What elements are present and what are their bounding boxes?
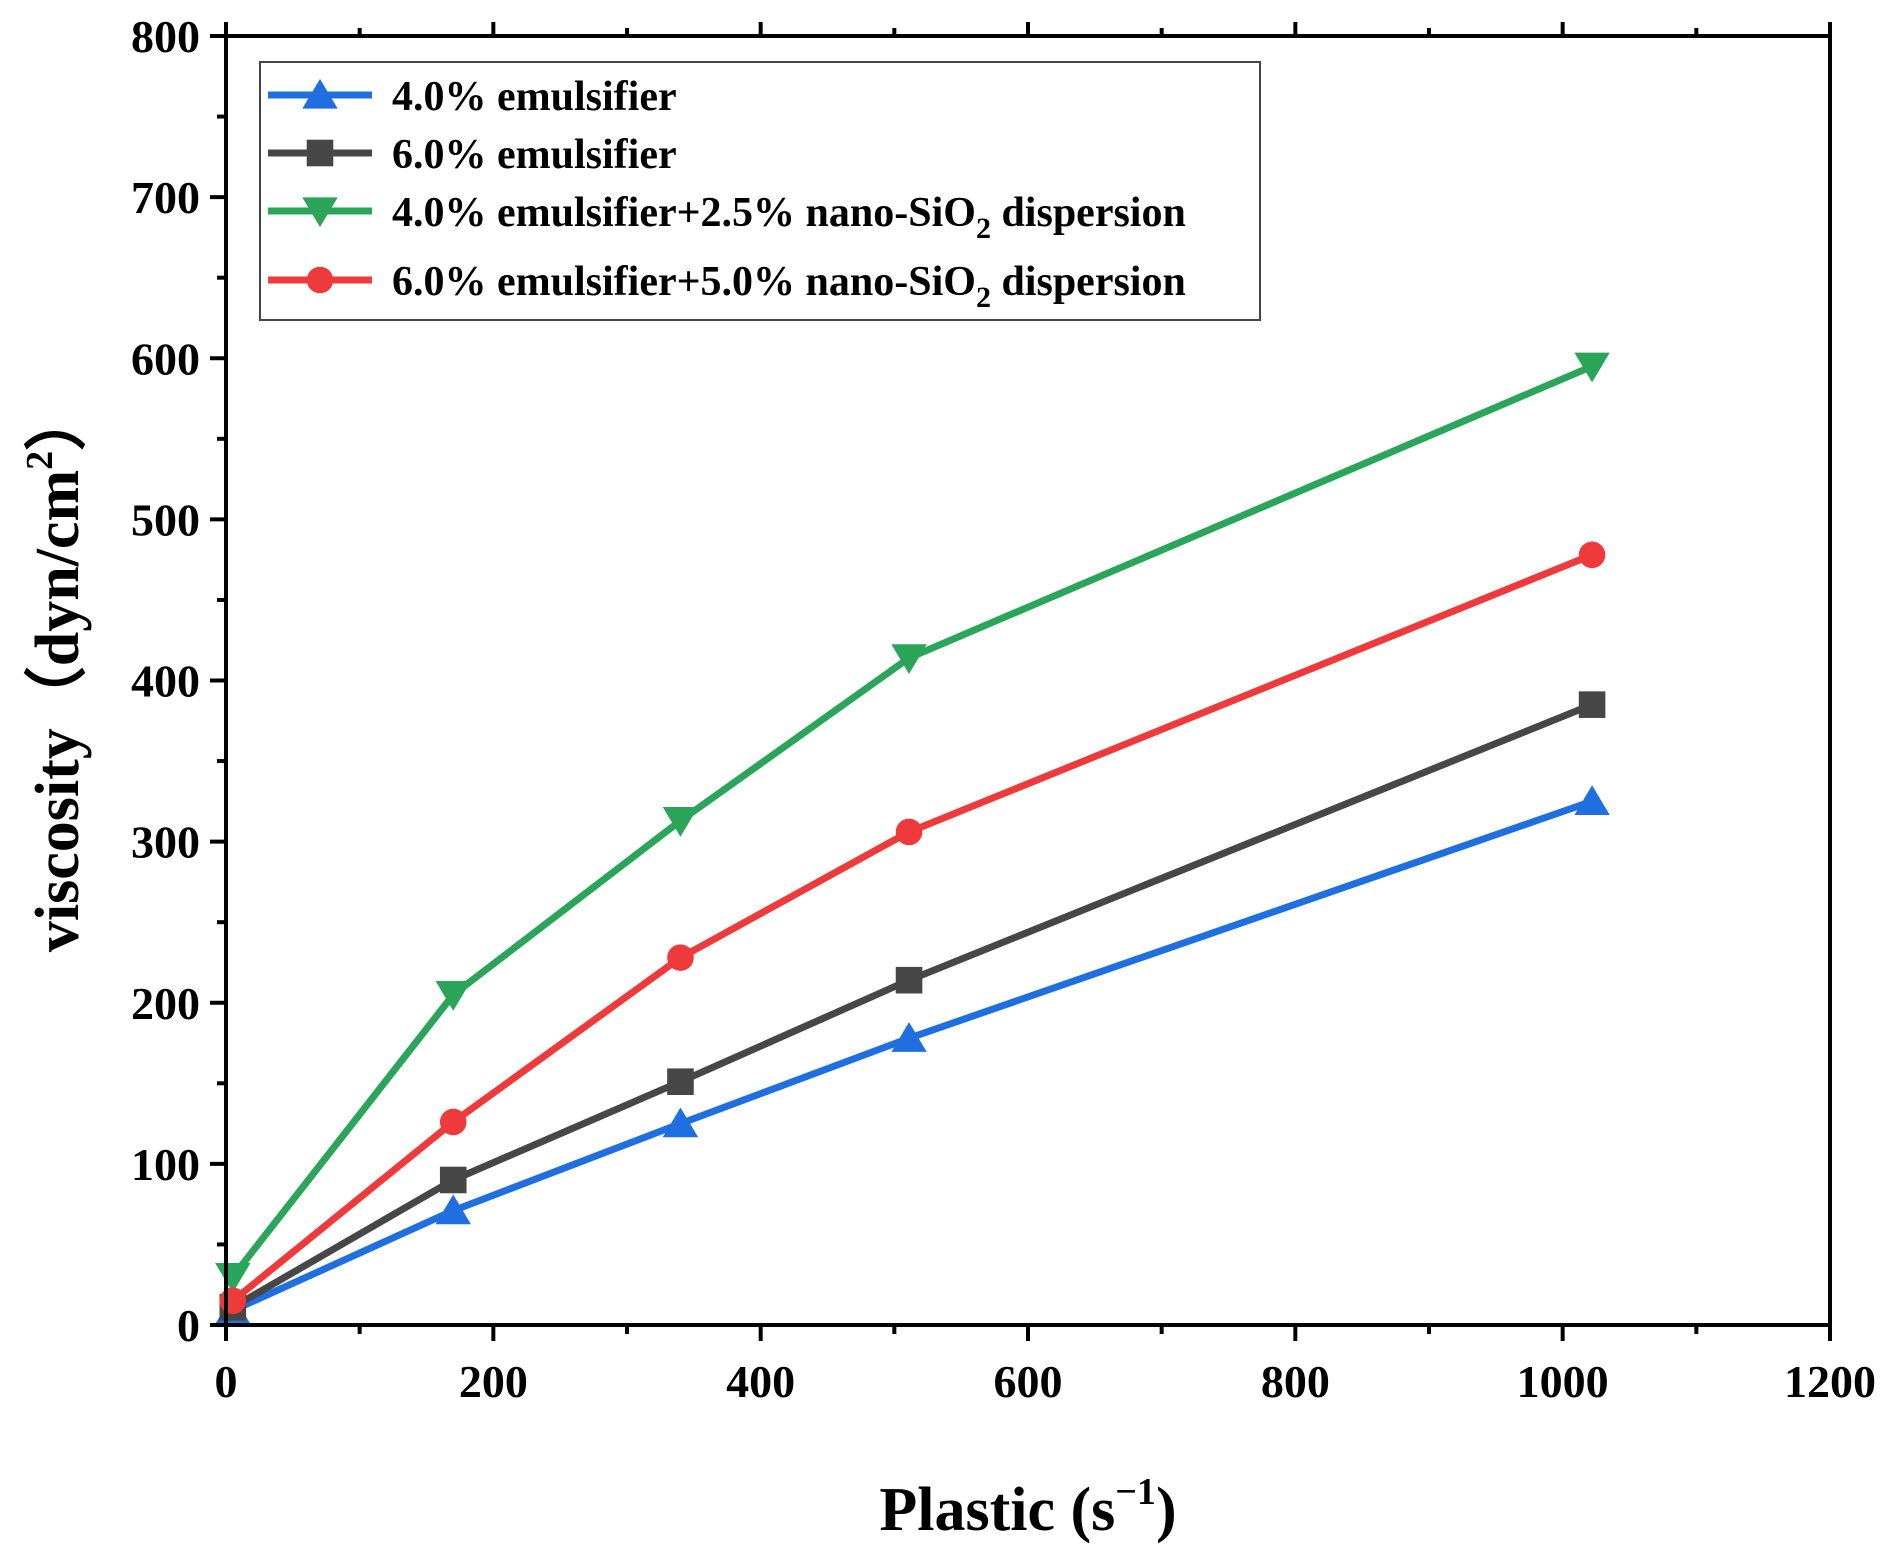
data-point xyxy=(662,806,699,837)
series-line xyxy=(231,798,1594,1314)
y-tick-label: 500 xyxy=(131,494,200,545)
series-3 xyxy=(215,352,1610,1293)
y-axis-title-sup: 2 xyxy=(19,451,61,470)
data-point xyxy=(435,1194,471,1225)
data-point xyxy=(439,1108,467,1136)
data-point xyxy=(895,966,923,994)
x-axis-title: Plastic (s−1) xyxy=(879,1471,1176,1544)
data-point xyxy=(1574,352,1610,383)
x-axis-title-main: Plastic (s xyxy=(879,1476,1115,1544)
y-tick-label: 200 xyxy=(131,978,200,1029)
data-point xyxy=(435,981,471,1011)
series-4 xyxy=(219,541,1606,1315)
x-tick-label: 800 xyxy=(1261,1356,1330,1407)
y-tick-label: 100 xyxy=(131,1139,200,1190)
legend-label-part: 4.0% emulsifier xyxy=(392,74,677,120)
data-point xyxy=(215,1262,251,1293)
legend-marker xyxy=(306,266,334,294)
legend-box xyxy=(259,61,1261,321)
x-tick-label: 1200 xyxy=(1784,1356,1876,1407)
x-axis-title-sup: −1 xyxy=(1115,1471,1156,1513)
plot-series xyxy=(215,352,1610,1325)
y-tick-label: 800 xyxy=(131,11,200,62)
legend-label-part: 6.0% emulsifier+5.0% nano-SiO xyxy=(392,259,976,305)
legend-item-1: 4.0% emulsifier xyxy=(268,74,677,120)
data-point xyxy=(891,1022,927,1052)
legend-label: 4.0% emulsifier xyxy=(392,74,677,120)
x-tick-label: 200 xyxy=(459,1356,528,1407)
legend-label: 6.0% emulsifier+5.0% nano-SiO2 dispersio… xyxy=(392,259,1186,314)
legend-item-3: 4.0% emulsifier+2.5% nano-SiO2 dispersio… xyxy=(268,190,1186,245)
series-2 xyxy=(219,691,1606,1321)
data-point xyxy=(891,644,927,675)
x-tick-label: 1000 xyxy=(1517,1356,1609,1407)
x-axis-title-tail: ) xyxy=(1156,1476,1177,1544)
data-point xyxy=(667,1068,694,1096)
y-tick-label: 300 xyxy=(131,817,200,868)
y-axis-title: viscosity（dyn/cm2） xyxy=(19,389,92,952)
legend-label-part: 4.0% emulsifier+2.5% nano-SiO xyxy=(392,190,976,236)
series-1 xyxy=(215,785,1610,1325)
y-tick-label: 0 xyxy=(177,1300,200,1351)
legend-marker xyxy=(306,139,334,167)
legend: 4.0% emulsifier 6.0% emulsifier 4.0% emuls… xyxy=(259,61,1261,321)
x-tick-label: 0 xyxy=(215,1356,238,1407)
legend-label-part: 6.0% emulsifier xyxy=(392,132,677,178)
legend-label-sub: 2 xyxy=(976,212,991,245)
legend-marker xyxy=(302,78,338,109)
x-tick-label: 400 xyxy=(726,1356,795,1407)
legend-item-4: 6.0% emulsifier+5.0% nano-SiO2 dispersio… xyxy=(268,259,1186,314)
legend-label-sub: 2 xyxy=(976,281,991,314)
data-point xyxy=(439,1166,467,1194)
y-tick-label: 400 xyxy=(131,656,200,707)
legend-marker xyxy=(302,197,338,228)
legend-label-part: dispersion xyxy=(991,259,1186,305)
axes xyxy=(210,22,1832,1341)
legend-label: 6.0% emulsifier xyxy=(392,132,677,178)
data-point xyxy=(662,1107,699,1138)
data-point xyxy=(667,944,694,971)
legend-item-2: 6.0% emulsifier xyxy=(268,132,677,178)
data-point xyxy=(1578,541,1606,569)
y-axis-title-main: viscosity（dyn/cm xyxy=(22,470,92,952)
y-tick-label: 700 xyxy=(131,172,200,223)
data-point xyxy=(219,1287,247,1315)
axis-labels: 0 200 400 600 800 1000 1200 0 100 200 300 400 500 600… xyxy=(19,11,1876,1544)
legend-label-part: dispersion xyxy=(991,190,1186,236)
legend-label: 4.0% emulsifier+2.5% nano-SiO2 dispersio… xyxy=(392,190,1186,245)
data-point xyxy=(895,818,923,846)
x-tick-label: 600 xyxy=(994,1356,1063,1407)
y-axis-title-tail: ） xyxy=(22,389,92,451)
data-point xyxy=(1578,691,1606,718)
y-tick-label: 600 xyxy=(131,333,200,384)
data-point xyxy=(1574,785,1610,816)
